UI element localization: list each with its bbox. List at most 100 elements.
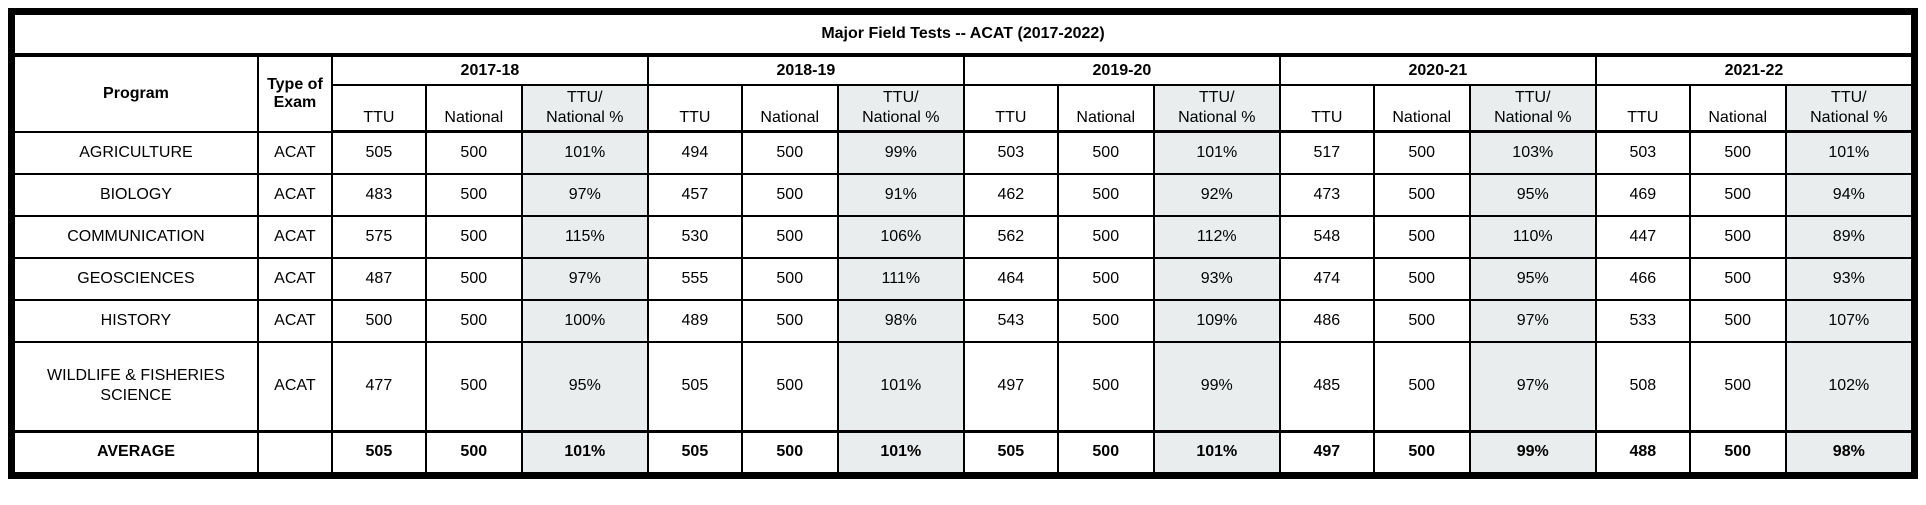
value-cell: 500 (1688, 430, 1787, 474)
exam-cell (256, 430, 333, 474)
value-cell: 505 (646, 430, 743, 474)
value-cell: 497 (1278, 430, 1375, 474)
value-cell: 500 (740, 298, 839, 343)
year-header-2020-21: 2020-21 (1278, 54, 1597, 86)
column-header-ttu-national-pct: TTU/ National % (1152, 84, 1281, 133)
value-cell: 517 (1278, 130, 1375, 175)
value-cell: 462 (962, 172, 1059, 217)
table-row: Program Type of Exam 2017-18 2018-19 201… (13, 54, 1914, 133)
column-header-ttu-national-pct: TTU/ National % (1468, 84, 1597, 133)
value-cell: 457 (646, 172, 743, 217)
value-cell: 488 (1594, 430, 1691, 474)
column-header-ttu: TTU (1594, 84, 1691, 133)
exam-cell: ACAT (256, 130, 333, 175)
value-cell: 500 (424, 172, 523, 217)
value-cell: 95% (1468, 172, 1597, 217)
table-row: AGRICULTURE ACAT 505 500 101% 494 500 99… (13, 130, 1914, 175)
value-cell: 500 (1056, 172, 1155, 217)
value-cell: 500 (1056, 298, 1155, 343)
value-cell: 91% (836, 172, 965, 217)
value-cell: 500 (740, 214, 839, 259)
value-cell: 500 (1056, 214, 1155, 259)
value-cell: 500 (1688, 340, 1787, 433)
year-header-2017-18: 2017-18 (330, 54, 649, 86)
column-header-national: National (424, 84, 523, 133)
value-cell: 100% (520, 298, 649, 343)
value-cell: 95% (520, 340, 649, 433)
value-cell: 503 (1594, 130, 1691, 175)
value-cell: 505 (330, 130, 427, 175)
value-cell: 500 (1372, 256, 1471, 301)
value-cell: 98% (836, 298, 965, 343)
value-cell: 106% (836, 214, 965, 259)
value-cell: 575 (330, 214, 427, 259)
column-header-ttu-national-pct: TTU/ National % (520, 84, 649, 133)
column-header-ttu: TTU (962, 84, 1059, 133)
value-cell: 500 (424, 340, 523, 433)
value-cell: 101% (520, 130, 649, 175)
column-header-ttu: TTU (1278, 84, 1375, 133)
value-cell: 533 (1594, 298, 1691, 343)
value-cell: 97% (520, 256, 649, 301)
value-cell: 505 (962, 430, 1059, 474)
value-cell: 95% (1468, 256, 1597, 301)
value-cell: 562 (962, 214, 1059, 259)
major-field-tests-table-frame: Major Field Tests -- ACAT (2017-2022) Pr… (8, 8, 1918, 479)
value-cell: 109% (1152, 298, 1281, 343)
value-cell: 112% (1152, 214, 1281, 259)
value-cell: 487 (330, 256, 427, 301)
value-cell: 555 (646, 256, 743, 301)
value-cell: 485 (1278, 340, 1375, 433)
major-field-tests-table: Major Field Tests -- ACAT (2017-2022) Pr… (13, 13, 1914, 474)
value-cell: 500 (1056, 256, 1155, 301)
exam-cell: ACAT (256, 340, 333, 433)
value-cell: 500 (1688, 130, 1787, 175)
value-cell: 464 (962, 256, 1059, 301)
value-cell: 101% (836, 340, 965, 433)
table-row: BIOLOGY ACAT 483 500 97% 457 500 91% 462… (13, 172, 1914, 217)
value-cell: 94% (1784, 172, 1914, 217)
program-cell: BIOLOGY (13, 172, 259, 217)
column-header-national: National (1372, 84, 1471, 133)
value-cell: 500 (1056, 430, 1155, 474)
column-header-national: National (1056, 84, 1155, 133)
value-cell: 500 (1688, 214, 1787, 259)
column-header-ttu-national-pct: TTU/ National % (836, 84, 965, 133)
exam-cell: ACAT (256, 298, 333, 343)
table-row: Major Field Tests -- ACAT (2017-2022) (13, 13, 1913, 57)
value-cell: 447 (1594, 214, 1691, 259)
value-cell: 494 (646, 130, 743, 175)
table-row-average: AVERAGE 505 500 101% 505 500 101% 505 50… (13, 430, 1914, 474)
value-cell: 500 (1056, 340, 1155, 433)
value-cell: 115% (520, 214, 649, 259)
value-cell: 107% (1784, 298, 1914, 343)
table-row: TTU National TTU/ National % TTU Nationa… (14, 84, 1914, 133)
value-cell: 97% (1468, 298, 1597, 343)
value-cell: 500 (1372, 298, 1471, 343)
year-header-2018-19: 2018-19 (646, 54, 965, 86)
column-header-national: National (740, 84, 839, 133)
value-cell: 101% (520, 430, 649, 474)
value-cell: 503 (962, 130, 1059, 175)
value-cell: 102% (1784, 340, 1914, 433)
value-cell: 497 (962, 340, 1059, 433)
exam-cell: ACAT (256, 172, 333, 217)
value-cell: 505 (646, 340, 743, 433)
value-cell: 500 (1372, 214, 1471, 259)
value-cell: 500 (1688, 298, 1787, 343)
value-cell: 103% (1468, 130, 1597, 175)
column-header-type-of-exam: Type of Exam (256, 54, 333, 133)
year-header-2019-20: 2019-20 (962, 54, 1281, 86)
exam-cell: ACAT (256, 256, 333, 301)
value-cell: 500 (1688, 172, 1787, 217)
table-row: HISTORY ACAT 500 500 100% 489 500 98% 54… (13, 298, 1914, 343)
value-cell: 486 (1278, 298, 1375, 343)
value-cell: 500 (740, 430, 839, 474)
value-cell: 500 (740, 340, 839, 433)
value-cell: 500 (1372, 172, 1471, 217)
value-cell: 500 (1056, 130, 1155, 175)
column-header-national: National (1688, 84, 1787, 133)
value-cell: 89% (1784, 214, 1914, 259)
year-header-2021-22: 2021-22 (1594, 54, 1914, 86)
value-cell: 477 (330, 340, 427, 433)
